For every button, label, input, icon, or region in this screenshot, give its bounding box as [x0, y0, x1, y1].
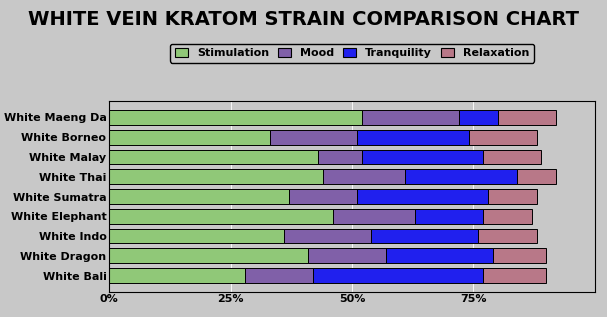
- Bar: [483, 150, 541, 165]
- Bar: [405, 169, 517, 184]
- Bar: [469, 130, 537, 145]
- Bar: [415, 209, 483, 224]
- Bar: [109, 130, 270, 145]
- Bar: [284, 229, 371, 243]
- Bar: [109, 249, 308, 263]
- Bar: [323, 169, 405, 184]
- Bar: [517, 169, 556, 184]
- Bar: [371, 229, 478, 243]
- Bar: [289, 189, 357, 204]
- Bar: [109, 229, 284, 243]
- Bar: [313, 268, 483, 283]
- Bar: [362, 150, 483, 165]
- Bar: [357, 130, 469, 145]
- Bar: [318, 150, 362, 165]
- Bar: [270, 130, 357, 145]
- Bar: [245, 268, 313, 283]
- Bar: [488, 189, 537, 204]
- Bar: [109, 209, 333, 224]
- Bar: [109, 189, 289, 204]
- Bar: [333, 209, 415, 224]
- Legend: Stimulation, Mood, Tranquility, Relaxation: Stimulation, Mood, Tranquility, Relaxati…: [170, 44, 534, 62]
- Bar: [109, 110, 362, 125]
- Text: WHITE VEIN KRATOM STRAIN COMPARISON CHART: WHITE VEIN KRATOM STRAIN COMPARISON CHAR…: [28, 10, 579, 29]
- Bar: [362, 110, 459, 125]
- Bar: [493, 249, 546, 263]
- Bar: [109, 268, 245, 283]
- Bar: [498, 110, 556, 125]
- Bar: [109, 169, 323, 184]
- Bar: [478, 229, 537, 243]
- Bar: [483, 268, 546, 283]
- Bar: [308, 249, 386, 263]
- Bar: [483, 209, 532, 224]
- Bar: [459, 110, 498, 125]
- Bar: [109, 150, 318, 165]
- Bar: [386, 249, 493, 263]
- Bar: [357, 189, 488, 204]
